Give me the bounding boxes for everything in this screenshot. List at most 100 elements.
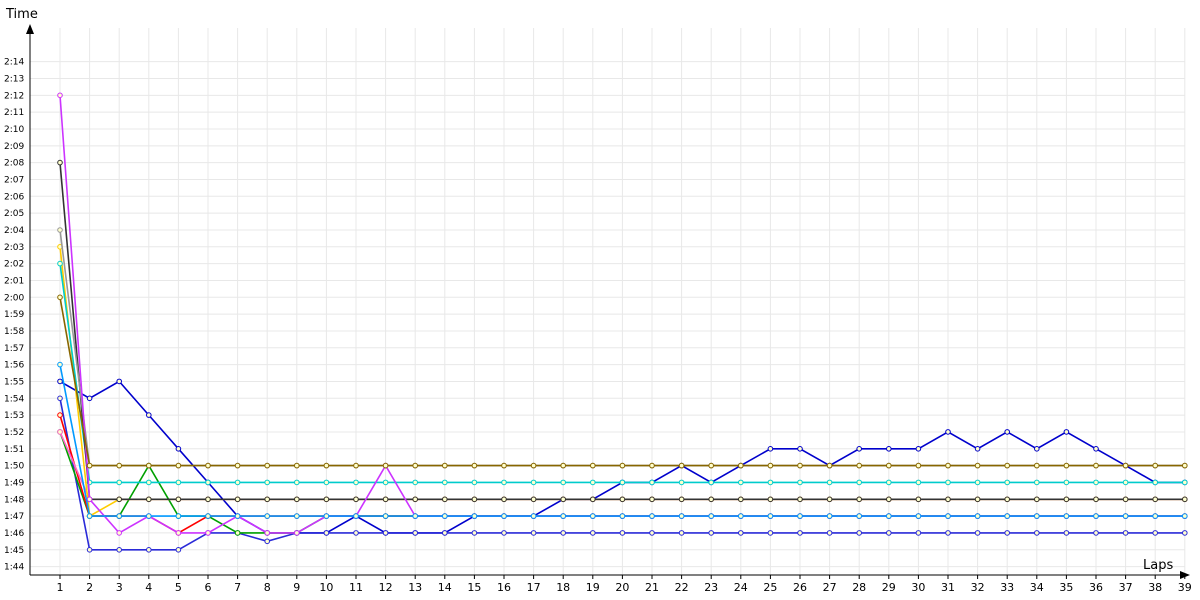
data-point bbox=[797, 513, 803, 519]
data-point bbox=[530, 513, 537, 519]
data-point bbox=[915, 479, 922, 486]
data-point bbox=[619, 462, 626, 469]
data-point bbox=[57, 92, 63, 99]
data-point bbox=[412, 496, 419, 503]
data-point bbox=[382, 513, 389, 519]
data-point bbox=[86, 496, 93, 503]
data-point bbox=[708, 479, 715, 486]
x-tick-label: 2 bbox=[86, 581, 93, 594]
data-point bbox=[738, 479, 744, 486]
data-point bbox=[116, 513, 122, 519]
y-tick-label: 2:08 bbox=[4, 159, 24, 169]
data-point bbox=[678, 462, 685, 469]
data-point bbox=[353, 513, 359, 519]
data-point bbox=[945, 530, 951, 536]
data-point bbox=[501, 462, 507, 469]
data-point bbox=[738, 496, 744, 503]
x-tick-label: 18 bbox=[556, 581, 570, 594]
data-point bbox=[86, 513, 93, 519]
data-point bbox=[323, 530, 330, 536]
x-tick-label: 37 bbox=[1119, 581, 1133, 594]
data-point bbox=[974, 496, 981, 503]
data-point bbox=[886, 513, 892, 519]
data-point bbox=[1004, 462, 1011, 469]
data-point bbox=[915, 530, 922, 536]
y-tick-label: 2:06 bbox=[4, 192, 24, 202]
data-point bbox=[678, 479, 685, 486]
data-point bbox=[590, 496, 596, 503]
data-point bbox=[678, 496, 685, 503]
y-tick-label: 1:53 bbox=[4, 411, 24, 421]
data-point bbox=[826, 530, 833, 536]
data-point bbox=[1034, 496, 1040, 503]
y-tick-label: 2:14 bbox=[4, 58, 24, 68]
data-point bbox=[738, 462, 744, 469]
data-point bbox=[353, 462, 359, 469]
data-point bbox=[116, 462, 122, 469]
data-point bbox=[530, 479, 537, 486]
data-point bbox=[797, 530, 803, 536]
data-point bbox=[57, 378, 63, 385]
y-tick-label: 2:13 bbox=[4, 74, 24, 84]
data-point bbox=[57, 429, 63, 435]
y-tick-label: 2:03 bbox=[4, 243, 24, 253]
data-point bbox=[1182, 462, 1188, 469]
axes: Time Laps bbox=[5, 7, 1190, 579]
data-point bbox=[442, 513, 448, 519]
data-point bbox=[146, 513, 152, 519]
data-point bbox=[57, 395, 63, 402]
data-point bbox=[945, 429, 951, 435]
data-point bbox=[1063, 462, 1070, 469]
data-point bbox=[767, 479, 774, 486]
data-point bbox=[1093, 530, 1099, 536]
data-point bbox=[175, 479, 182, 486]
data-point bbox=[530, 496, 537, 503]
data-point bbox=[797, 446, 803, 452]
data-point bbox=[116, 479, 122, 486]
y-tick-label: 1:59 bbox=[4, 310, 24, 320]
data-point bbox=[1152, 479, 1158, 486]
x-tick-label: 14 bbox=[438, 581, 452, 594]
data-point bbox=[501, 530, 507, 536]
x-tick-label: 26 bbox=[793, 581, 807, 594]
data-point bbox=[205, 496, 211, 503]
data-point bbox=[1093, 446, 1099, 452]
data-point bbox=[797, 496, 803, 503]
data-point bbox=[116, 378, 122, 385]
x-tick-label: 13 bbox=[408, 581, 422, 594]
data-point bbox=[649, 496, 655, 503]
data-point bbox=[1004, 496, 1011, 503]
x-tick-label: 31 bbox=[941, 581, 955, 594]
data-point bbox=[590, 479, 596, 486]
data-point bbox=[708, 496, 715, 503]
data-point bbox=[826, 479, 833, 486]
x-tick-labels: 1 2 3 4 5 6 7 8 9 10 11 12 13 14 15 16 17 18 19 20 21 22 23 24 2… bbox=[57, 581, 1192, 594]
data-point bbox=[738, 530, 744, 536]
data-point bbox=[974, 513, 981, 519]
data-point bbox=[1034, 479, 1040, 486]
data-point bbox=[175, 446, 182, 452]
data-point bbox=[678, 530, 685, 536]
x-tick-label: 21 bbox=[645, 581, 659, 594]
data-point bbox=[767, 496, 774, 503]
data-point bbox=[1004, 530, 1011, 536]
data-point bbox=[1182, 479, 1188, 486]
data-point bbox=[915, 446, 922, 452]
data-point bbox=[234, 462, 241, 469]
series-12 bbox=[57, 294, 1188, 469]
data-point bbox=[1122, 479, 1129, 486]
data-point bbox=[264, 513, 271, 519]
data-point bbox=[678, 513, 685, 519]
x-tick-label: 9 bbox=[293, 581, 300, 594]
data-point bbox=[1152, 513, 1158, 519]
data-point bbox=[146, 496, 152, 503]
y-tick-label: 2:02 bbox=[4, 260, 24, 270]
x-tick-label: 25 bbox=[763, 581, 777, 594]
y-tick-label: 1:49 bbox=[4, 478, 24, 488]
data-point bbox=[412, 462, 419, 469]
data-point bbox=[412, 513, 419, 519]
data-point bbox=[708, 513, 715, 519]
y-tick-label: 2:10 bbox=[4, 125, 24, 135]
x-axis-arrow bbox=[1180, 571, 1190, 579]
data-point bbox=[501, 479, 507, 486]
